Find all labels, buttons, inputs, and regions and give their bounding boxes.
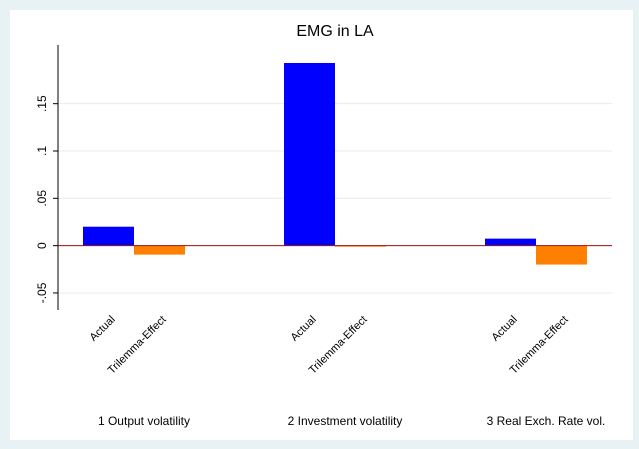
y-tick-label: .15 [35,95,49,112]
y-tick-label: 0 [35,242,49,249]
bar [284,62,335,246]
y-tick-label: -.05 [35,282,49,303]
y-tick-label: .1 [35,146,49,156]
bar [485,238,536,246]
x-group-label: 1 Output volatility [98,414,190,428]
x-group-label: 2 Investment volatility [288,414,403,428]
bar [134,245,185,255]
y-tick-label: .05 [35,190,49,207]
x-group-label: 3 Real Exch. Rate vol. [487,414,606,428]
chart-title: EMG in LA [296,23,374,40]
bar [536,245,587,265]
bar [83,226,134,246]
